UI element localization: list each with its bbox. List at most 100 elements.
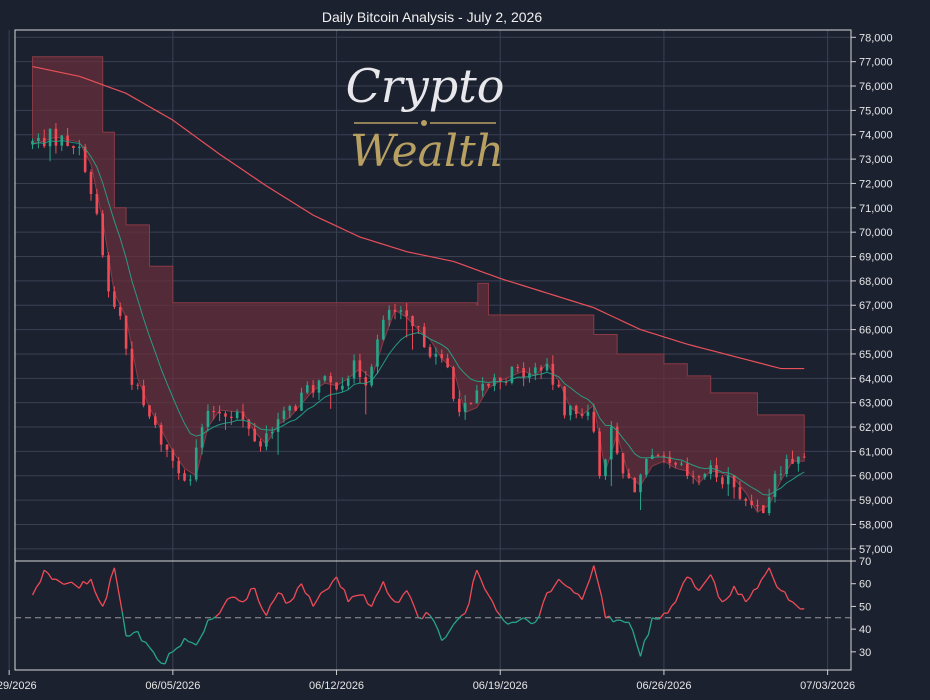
candle-down: [54, 123, 58, 154]
rsi-line-segment: [102, 597, 108, 607]
candle-down: [165, 444, 169, 458]
rsi-line-segment: [82, 580, 88, 585]
rsi-line-segment: [172, 647, 178, 653]
rsi-line-segment: [745, 597, 751, 603]
candle-down: [627, 468, 631, 480]
candle-down: [124, 315, 128, 356]
rsi-line-segment: [409, 597, 416, 608]
price-axis-label: 64,000: [859, 373, 893, 385]
time-axis-label: 06/05/2026: [145, 680, 200, 692]
rsi-line-segment: [605, 615, 610, 619]
candle-body: [270, 431, 274, 434]
candle-body: [42, 137, 46, 147]
candle-up: [528, 367, 531, 383]
candle-body: [194, 447, 198, 480]
candle-body: [721, 477, 724, 485]
candle-body: [762, 505, 765, 514]
rsi-line-segment: [569, 587, 575, 594]
rsi-line-segment: [725, 594, 731, 600]
rsi-line-segment: [343, 589, 349, 603]
candle-up: [797, 456, 800, 472]
time-axis-label: 06/26/2026: [636, 680, 691, 692]
rsi-line-segment: [468, 582, 474, 604]
rsi-line-segment: [546, 591, 552, 594]
candle-body: [352, 360, 356, 379]
rsi-line-segment: [437, 629, 443, 641]
candle-up: [680, 461, 683, 467]
rsi-line-segment: [43, 569, 49, 574]
candle-body: [598, 431, 601, 477]
candle-body: [510, 366, 514, 383]
candle-down: [335, 382, 338, 391]
candle-down: [218, 405, 221, 422]
rsi-line-segment: [628, 622, 634, 631]
rsi-line-segment: [257, 600, 264, 610]
candle-down: [686, 457, 689, 480]
candle-body: [118, 306, 122, 316]
candle-down: [329, 372, 332, 409]
rsi-line-segment: [98, 599, 104, 607]
rsi-line-segment: [702, 579, 708, 586]
rsi-line-segment: [612, 619, 618, 623]
rsi-line-segment: [581, 588, 587, 600]
candle-body: [785, 459, 788, 474]
candle-down: [118, 302, 122, 320]
candle-body: [504, 381, 508, 383]
rsi-axis-label: 60: [859, 579, 871, 591]
rsi-line-segment: [768, 567, 774, 578]
logo-text-bottom: Wealth: [350, 126, 504, 177]
candle-body: [662, 455, 666, 457]
rsi-line-segment: [620, 619, 626, 623]
rsi-line-segment: [562, 582, 567, 587]
candle-down: [72, 145, 75, 155]
rsi-line-segment: [531, 621, 536, 625]
candle-up: [370, 363, 373, 388]
rsi-line-segment: [355, 594, 361, 597]
rsi-line-segment: [694, 586, 700, 592]
candle-down: [440, 349, 444, 363]
price-axis-label: 72,000: [859, 178, 893, 190]
candle-down: [721, 475, 724, 489]
rsi-line-segment: [297, 583, 302, 589]
candle-body: [48, 128, 52, 147]
rsi-line-segment: [328, 581, 334, 589]
candle-body: [171, 449, 175, 461]
candle-down: [113, 286, 116, 309]
candle-body: [323, 376, 327, 381]
candle-body: [300, 392, 303, 411]
rsi-line-segment: [94, 591, 100, 601]
price-axis-label: 73,000: [859, 154, 893, 166]
candle-down: [615, 422, 619, 455]
candle-up: [323, 374, 327, 383]
rsi-line-segment: [480, 578, 486, 590]
candle-down: [159, 422, 163, 452]
candle-body: [37, 137, 40, 141]
rsi-line-segment: [574, 592, 579, 595]
rsi-line-segment: [710, 574, 716, 583]
rsi-line-segment: [659, 612, 665, 620]
candle-body: [563, 386, 566, 416]
candle-body: [481, 383, 484, 391]
candle-body: [317, 380, 321, 393]
rsi-line-segment: [667, 605, 673, 614]
candle-body: [627, 473, 631, 478]
rsi-line-segment: [472, 569, 478, 583]
rsi-line-segment: [741, 593, 747, 603]
rsi-line-segment: [643, 634, 649, 642]
price-axis-label: 70,000: [859, 227, 893, 239]
candle-up: [206, 404, 210, 432]
rsi-line-segment: [164, 653, 170, 665]
rsi-line-segment: [335, 576, 342, 587]
candle-body: [411, 316, 414, 327]
rsi-line-segment: [312, 599, 318, 607]
candle-body: [224, 413, 227, 417]
rsi-line-segment: [31, 586, 38, 596]
rsi-line-segment: [515, 619, 521, 623]
rsi-line-segment: [129, 631, 135, 637]
rsi-line-segment: [749, 589, 755, 598]
candle-down: [762, 504, 765, 514]
candle-body: [703, 473, 707, 478]
candle-down: [253, 422, 256, 443]
candle-down: [563, 386, 566, 419]
